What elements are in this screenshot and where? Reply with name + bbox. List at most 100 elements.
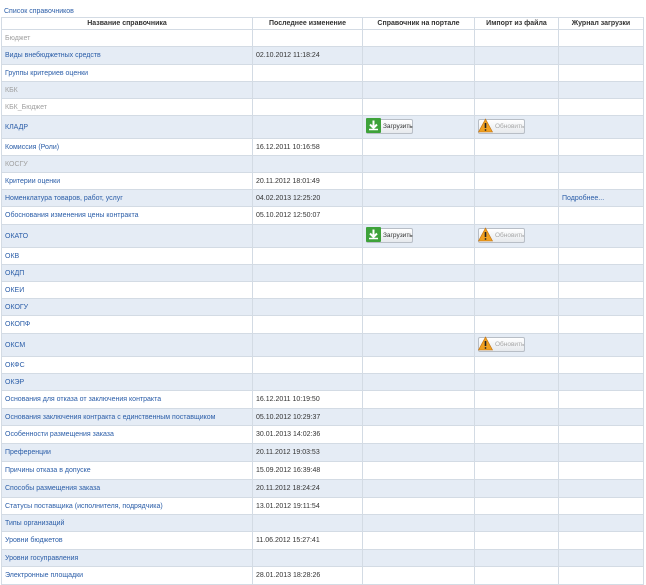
cell-portal-action [362, 264, 475, 282]
directory-name-link[interactable]: ОКСМ [5, 341, 26, 349]
cell-last-change: 16.12.2011 10:16:58 [252, 138, 363, 156]
cell-portal-action [362, 206, 475, 225]
directory-name-link[interactable]: Основания для отказа от заключения контр… [5, 396, 162, 403]
cell-import-action [474, 514, 559, 532]
cell-last-change [252, 333, 363, 357]
cell-import-action [474, 206, 559, 225]
cell-load-log [558, 333, 644, 357]
cell-import-action [474, 315, 559, 334]
table-row: Преференции 20.11.2012 19:03:53 [1, 443, 644, 462]
details-link[interactable]: Подробнее... [562, 194, 605, 202]
cell-import-action [474, 189, 559, 207]
cell-directory-name: Преференции [1, 443, 253, 462]
directory-name-link[interactable]: Критерии оценки [5, 177, 61, 185]
directory-name-link[interactable]: ОКДП [5, 269, 25, 277]
cell-last-change: 30.01.2013 14:02:36 [252, 425, 363, 444]
cell-portal-action [362, 408, 475, 426]
cell-directory-name: Критерии оценки [1, 172, 253, 190]
directory-name-link[interactable]: ОКВ [5, 252, 20, 260]
directory-name-link[interactable]: Преференции [5, 449, 51, 456]
directory-name-link[interactable]: Виды внебюджетных средств [5, 52, 101, 59]
table-row: Уровни госуправления [1, 549, 644, 567]
cell-import-action [474, 479, 559, 498]
directory-name-link[interactable]: Обоснования изменения цены контракта [5, 212, 139, 219]
table-body: Бюджет Виды внебюджетных средств 02.10.201… [1, 29, 644, 585]
cell-last-change: 05.10.2012 10:29:37 [252, 408, 363, 426]
directory-name-link[interactable]: ОКФС [5, 361, 25, 369]
cell-last-change [252, 155, 363, 173]
cell-import-action [474, 373, 559, 391]
cell-directory-name: ОКВ [1, 247, 253, 265]
directory-name-link[interactable]: ОКОГУ [5, 303, 29, 311]
cell-portal-action: Загрузить [362, 224, 475, 248]
cell-load-log [558, 81, 644, 99]
cell-portal-action [362, 172, 475, 190]
cell-load-log [558, 479, 644, 498]
cell-import-action [474, 64, 559, 82]
cell-last-change [252, 281, 363, 299]
cell-directory-name: КЛАДР [1, 115, 253, 139]
cell-load-log [558, 315, 644, 334]
cell-portal-action [362, 425, 475, 444]
table-row: Виды внебюджетных средств 02.10.2012 11:1… [1, 46, 644, 65]
cell-last-change: 05.10.2012 12:50:07 [252, 206, 363, 225]
cell-import-action [474, 408, 559, 426]
directory-name-link[interactable]: ОКАТО [5, 232, 29, 240]
directory-name-link[interactable]: ОКЭР [5, 378, 25, 386]
cell-portal-action [362, 298, 475, 316]
directory-name-link[interactable]: Статусы поставщика (исполнителя, подрядч… [5, 502, 163, 510]
update-button[interactable]: Обновить [478, 118, 525, 134]
cell-load-log [558, 115, 644, 139]
directory-name-link[interactable]: Причины отказа в допуске [5, 467, 91, 474]
cell-import-action [474, 566, 559, 585]
cell-load-log [558, 172, 644, 190]
table-row: Основания заключения контракта с единств… [1, 408, 644, 426]
cell-import-action [474, 443, 559, 462]
cell-last-change [252, 549, 363, 567]
directory-name-link[interactable]: Типы организаций [5, 519, 65, 527]
directory-name-link[interactable]: Уровни госуправления [5, 554, 79, 562]
table-row: ОКВ [1, 247, 644, 265]
load-button[interactable]: Загрузить [366, 118, 413, 134]
cell-portal-action [362, 461, 475, 480]
directory-name-link[interactable]: КЛАДР [5, 123, 28, 131]
cell-import-action [474, 497, 559, 515]
directory-name-link[interactable]: Группы критериев оценки [5, 69, 89, 77]
table-row: КБК_Бюджет [1, 98, 644, 116]
cell-load-log [558, 247, 644, 265]
cell-directory-name: КБК [1, 81, 253, 99]
breadcrumb-directories-list[interactable]: Список справочников [4, 8, 74, 15]
directory-name-link[interactable]: Комиссия (Роли) [5, 143, 60, 151]
cell-directory-name: Группы критериев оценки [1, 64, 253, 82]
table-row: Типы организаций [1, 514, 644, 532]
update-button[interactable]: Обновить [478, 227, 525, 243]
cell-directory-name: Комиссия (Роли) [1, 138, 253, 156]
directory-name-link[interactable]: Способы размещения заказа [5, 485, 101, 492]
cell-load-log [558, 425, 644, 444]
cell-last-change [252, 64, 363, 82]
cell-directory-name: ОКДП [1, 264, 253, 282]
cell-portal-action [362, 333, 475, 357]
cell-load-log [558, 155, 644, 173]
column-header-import: Импорт из файла [474, 17, 559, 30]
table-row: ОКАТО Загрузить Обновить [1, 224, 644, 248]
cell-import-action [474, 46, 559, 65]
cell-import-action [474, 531, 559, 550]
cell-load-log [558, 29, 644, 47]
cell-portal-action [362, 81, 475, 99]
cell-import-action [474, 390, 559, 409]
cell-directory-name: Виды внебюджетных средств [1, 46, 253, 65]
directory-name-link[interactable]: ОКОПФ [5, 321, 31, 328]
table-row: Электронные площадки 28.01.2013 18:28:26 [1, 566, 644, 585]
directory-name-link[interactable]: Особенности размещения заказа [5, 431, 114, 438]
directory-name-link[interactable]: Уровни бюджетов [5, 537, 63, 544]
cell-import-action: Обновить [474, 115, 559, 139]
directory-name-link[interactable]: Основания заключения контракта с единств… [5, 413, 216, 421]
cell-load-log [558, 514, 644, 532]
directory-name-link[interactable]: ОКЕИ [5, 286, 25, 294]
download-arrow-icon [366, 118, 381, 134]
load-button[interactable]: Загрузить [366, 227, 413, 243]
directory-name-link[interactable]: Номенклатура товаров, работ, услуг [5, 194, 123, 202]
directory-name-link[interactable]: Электронные площадки [5, 572, 84, 579]
update-button[interactable]: Обновить [478, 336, 525, 352]
